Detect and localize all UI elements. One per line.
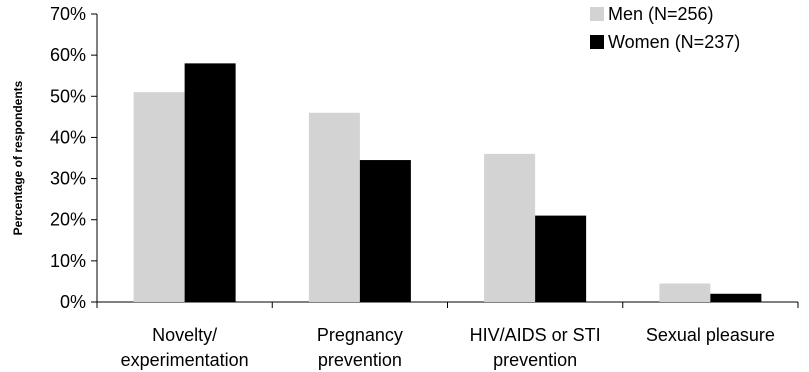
legend-swatch-women bbox=[590, 35, 604, 49]
y-tick-label: 0% bbox=[60, 292, 86, 312]
y-axis-label: Percentage of respondents bbox=[11, 80, 25, 235]
y-axis: 0% 10% 20% 30% 40% 50% 60% 70% bbox=[50, 4, 98, 312]
bar-men-1 bbox=[308, 112, 360, 302]
y-tick-label: 60% bbox=[50, 45, 86, 65]
category-label: Novelty/experimentation bbox=[121, 325, 249, 370]
legend-swatch-men bbox=[590, 7, 604, 21]
legend: Men (N=256) Women (N=237) bbox=[590, 4, 740, 52]
bar-men-3 bbox=[659, 283, 711, 302]
legend-label-men: Men (N=256) bbox=[608, 4, 714, 24]
category-label: Sexual pleasure bbox=[646, 325, 775, 345]
category-labels: Novelty/experimentation Pregnancy preventi… bbox=[121, 325, 775, 370]
y-tick-label: 10% bbox=[50, 251, 86, 271]
category-label: Pregnancy prevention bbox=[317, 325, 403, 370]
bars bbox=[133, 63, 762, 303]
y-tick-label: 70% bbox=[50, 4, 86, 24]
bar-women-0 bbox=[184, 63, 236, 302]
category-label: HIV/AIDS or STI prevention bbox=[470, 325, 601, 370]
y-tick-label: 30% bbox=[50, 169, 86, 189]
bar-men-2 bbox=[484, 153, 536, 302]
bar-men-0 bbox=[133, 92, 185, 303]
y-tick-label: 20% bbox=[50, 210, 86, 230]
y-tick-label: 50% bbox=[50, 86, 86, 106]
bar-women-3 bbox=[710, 293, 762, 302]
bar-women-2 bbox=[535, 215, 587, 302]
bar-women-1 bbox=[359, 160, 411, 302]
legend-label-women: Women (N=237) bbox=[608, 32, 740, 52]
x-axis bbox=[96, 301, 799, 308]
y-tick-label: 40% bbox=[50, 127, 86, 147]
